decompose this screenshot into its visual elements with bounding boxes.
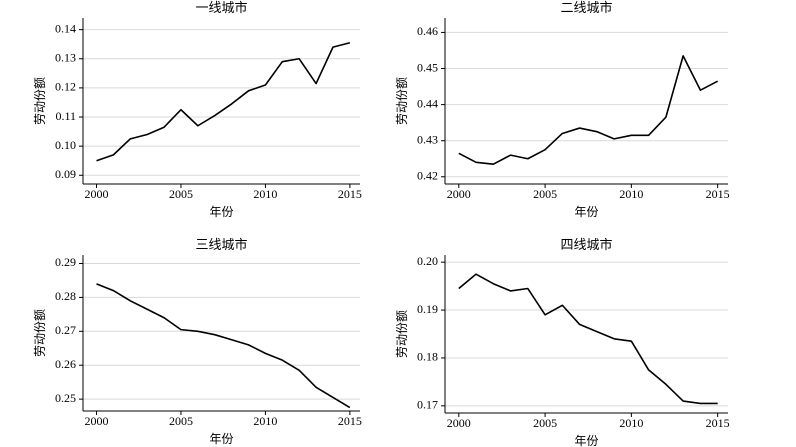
- x-tick-label: 2010: [253, 414, 277, 428]
- data-line: [458, 273, 718, 405]
- y-tick-label: 0.44: [417, 96, 438, 110]
- y-axis-label: 劳动份额: [33, 309, 47, 357]
- y-tick-label: 0.29: [55, 255, 76, 269]
- x-axis-label: 年份: [574, 434, 598, 447]
- x-tick-label: 2010: [619, 416, 643, 430]
- subplot: 0.09 0.10 0.11 0.12 0.13 0.14 2000 2005 2010 2015…: [33, 0, 362, 219]
- x-tick-label: 2005: [533, 187, 557, 201]
- data-line: [458, 55, 719, 165]
- y-tick-label: 0.46: [417, 24, 438, 38]
- chart-title: 三线城市: [195, 237, 247, 252]
- y-axis-label: 劳动份额: [395, 310, 409, 358]
- y-axis-label: 劳动份额: [395, 77, 409, 125]
- data-line: [96, 283, 351, 409]
- y-tick-label: 0.42: [417, 169, 438, 183]
- y-tick-label: 0.17: [417, 398, 438, 412]
- y-tick-label: 0.43: [417, 132, 438, 146]
- x-tick-label: 2000: [447, 416, 471, 430]
- x-tick-label: 2015: [338, 187, 362, 201]
- chart-title: 一线城市: [195, 0, 247, 15]
- x-tick-label: 2015: [706, 416, 730, 430]
- x-tick-label: 2000: [85, 414, 109, 428]
- x-tick-label: 2000: [85, 187, 109, 201]
- subplot: 0.42 0.43 0.44 0.45 0.46 2000 2005 2010 2015 二线城市…: [395, 0, 730, 219]
- x-tick-label: 2010: [619, 187, 643, 201]
- x-tick-label: 2010: [253, 187, 277, 201]
- y-tick-label: 0.20: [417, 254, 438, 268]
- y-tick-label: 0.27: [55, 323, 76, 337]
- y-tick-label: 0.11: [55, 109, 76, 123]
- x-tick-label: 2005: [533, 416, 557, 430]
- x-tick-label: 2000: [447, 187, 471, 201]
- x-tick-label: 2005: [169, 414, 193, 428]
- y-tick-label: 0.13: [55, 51, 76, 65]
- x-tick-label: 2015: [706, 187, 730, 201]
- y-tick-label: 0.28: [55, 289, 76, 303]
- y-tick-label: 0.26: [55, 357, 76, 371]
- y-tick-label: 0.18: [417, 350, 438, 364]
- y-tick-label: 0.10: [55, 138, 76, 152]
- y-tick-label: 0.19: [417, 302, 438, 316]
- x-axis-label: 年份: [574, 205, 598, 219]
- y-tick-label: 0.45: [417, 60, 438, 74]
- subplot: 0.25 0.26 0.27 0.28 0.29 2000 2005 2010 2015 三线城市…: [33, 237, 362, 446]
- x-tick-label: 2015: [338, 414, 362, 428]
- x-tick-label: 2005: [169, 187, 193, 201]
- y-tick-label: 0.14: [55, 21, 76, 35]
- data-line: [96, 41, 351, 162]
- y-tick-label: 0.09: [55, 167, 76, 181]
- chart-title: 四线城市: [560, 237, 612, 252]
- x-axis-label: 年份: [209, 432, 233, 446]
- chart-title: 二线城市: [560, 0, 612, 15]
- y-tick-label: 0.12: [55, 80, 76, 94]
- y-axis-label: 劳动份额: [33, 77, 47, 125]
- x-axis-label: 年份: [209, 205, 233, 219]
- y-tick-label: 0.25: [55, 391, 76, 405]
